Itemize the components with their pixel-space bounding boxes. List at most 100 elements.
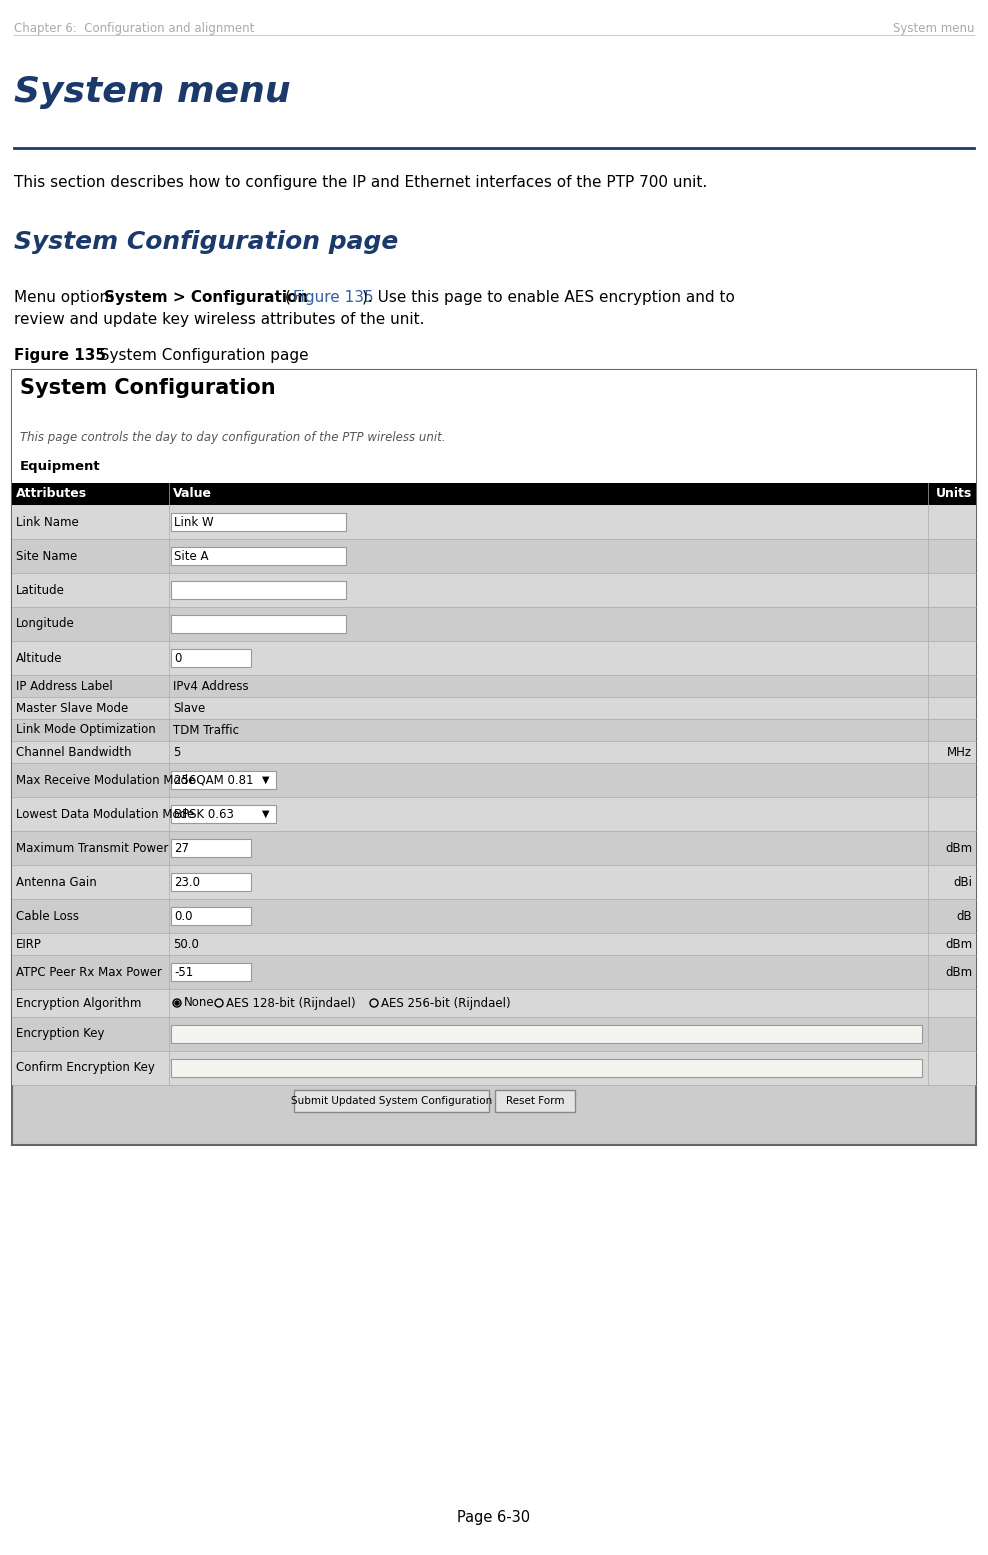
Text: dBi: dBi	[953, 875, 972, 888]
Text: 0: 0	[174, 652, 182, 664]
Text: Slave: Slave	[173, 701, 206, 714]
Bar	[171, 1059, 922, 1078]
Bar	[12, 764, 976, 798]
Text: ▼: ▼	[262, 809, 270, 819]
Text: 23.0: 23.0	[174, 875, 200, 888]
Text: ▼: ▼	[262, 774, 270, 785]
Bar	[12, 718, 976, 742]
Text: ATPC Peer Rx Max Power: ATPC Peer Rx Max Power	[16, 966, 162, 978]
Bar	[294, 1090, 489, 1112]
Text: 5: 5	[173, 745, 181, 759]
Text: dBm: dBm	[945, 966, 972, 978]
Text: dB: dB	[956, 910, 972, 922]
Text: Maximum Transmit Power: Maximum Transmit Power	[16, 841, 168, 855]
Text: dBm: dBm	[945, 841, 972, 855]
Text: Figure 135: Figure 135	[14, 348, 106, 362]
Text: (: (	[285, 289, 290, 305]
Bar	[12, 830, 976, 865]
Bar	[12, 933, 976, 955]
Bar	[12, 697, 976, 718]
Bar	[171, 771, 276, 788]
Text: System > Configuration: System > Configuration	[104, 289, 308, 305]
Text: 0.0: 0.0	[174, 910, 193, 922]
Text: Page 6-30: Page 6-30	[457, 1510, 531, 1525]
Text: Latitude: Latitude	[16, 583, 65, 597]
Bar	[171, 614, 346, 633]
Bar	[171, 513, 346, 530]
Bar	[12, 955, 976, 989]
Bar	[171, 648, 251, 667]
Bar	[12, 742, 976, 764]
Text: System menu: System menu	[14, 75, 290, 109]
Bar	[12, 798, 976, 830]
Text: dBm: dBm	[945, 938, 972, 950]
Bar	[171, 963, 251, 981]
Text: Master Slave Mode: Master Slave Mode	[16, 701, 128, 714]
Text: Attributes: Attributes	[16, 487, 87, 501]
Text: Lowest Data Modulation Mode: Lowest Data Modulation Mode	[16, 807, 195, 821]
Text: System Configuration page: System Configuration page	[90, 348, 308, 362]
Text: 50.0: 50.0	[173, 938, 199, 950]
Bar	[12, 606, 976, 641]
Bar	[171, 907, 251, 925]
Text: Channel Bandwidth: Channel Bandwidth	[16, 745, 131, 759]
Bar	[12, 425, 976, 456]
Text: This section describes how to configure the IP and Ethernet interfaces of the PT: This section describes how to configure …	[14, 176, 707, 190]
Text: review and update key wireless attributes of the unit.: review and update key wireless attribute…	[14, 313, 425, 327]
Text: Altitude: Altitude	[16, 652, 62, 664]
Text: MHz: MHz	[947, 745, 972, 759]
Bar	[12, 456, 976, 484]
Text: Submit Updated System Configuration: Submit Updated System Configuration	[290, 1096, 492, 1106]
Text: Max Receive Modulation Mode: Max Receive Modulation Mode	[16, 773, 196, 787]
Text: Menu option:: Menu option:	[14, 289, 120, 305]
Bar	[12, 540, 976, 572]
Text: BPSK 0.63: BPSK 0.63	[174, 807, 234, 821]
Bar	[12, 484, 976, 505]
Text: Chapter 6:  Configuration and alignment: Chapter 6: Configuration and alignment	[14, 22, 254, 36]
Bar	[171, 1025, 922, 1043]
Text: IP Address Label: IP Address Label	[16, 680, 113, 692]
Text: System menu: System menu	[892, 22, 974, 36]
Bar	[12, 370, 976, 1144]
Text: Link Name: Link Name	[16, 516, 79, 529]
Bar	[12, 865, 976, 899]
Text: ). Use this page to enable AES encryption and to: ). Use this page to enable AES encryptio…	[362, 289, 735, 305]
Text: This page controls the day to day configuration of the PTP wireless unit.: This page controls the day to day config…	[20, 431, 446, 445]
Text: -51: -51	[174, 966, 194, 978]
Bar	[12, 572, 976, 606]
Text: Site A: Site A	[174, 549, 208, 563]
Text: 256QAM 0.81: 256QAM 0.81	[174, 773, 254, 787]
Bar	[495, 1090, 575, 1112]
Text: Link W: Link W	[174, 516, 213, 529]
Text: Antenna Gain: Antenna Gain	[16, 875, 97, 888]
Bar	[171, 547, 346, 564]
Text: EIRP: EIRP	[16, 938, 41, 950]
Text: System Configuration page: System Configuration page	[14, 230, 398, 253]
Bar	[12, 1017, 976, 1051]
Bar	[12, 641, 976, 675]
Circle shape	[175, 1001, 179, 1005]
Text: 27: 27	[174, 841, 189, 855]
Text: Longitude: Longitude	[16, 617, 75, 630]
Text: Equipment: Equipment	[20, 460, 101, 473]
Bar	[12, 899, 976, 933]
Bar	[12, 989, 976, 1017]
Text: Value: Value	[173, 487, 212, 501]
Bar	[171, 840, 251, 857]
Text: IPv4 Address: IPv4 Address	[173, 680, 249, 692]
Bar	[12, 675, 976, 697]
Text: AES 128-bit (Rijndael): AES 128-bit (Rijndael)	[226, 997, 356, 1009]
Text: System Configuration: System Configuration	[20, 378, 276, 398]
Text: Units: Units	[936, 487, 972, 501]
Bar	[12, 370, 976, 425]
Text: Confirm Encryption Key: Confirm Encryption Key	[16, 1062, 155, 1075]
Text: Link Mode Optimization: Link Mode Optimization	[16, 723, 156, 737]
Bar	[12, 1051, 976, 1085]
Bar	[171, 805, 276, 823]
Text: Cable Loss: Cable Loss	[16, 910, 79, 922]
Text: TDM Traffic: TDM Traffic	[173, 723, 239, 737]
Bar	[12, 505, 976, 540]
Text: Encryption Algorithm: Encryption Algorithm	[16, 997, 141, 1009]
Text: AES 256-bit (Rijndael): AES 256-bit (Rijndael)	[381, 997, 511, 1009]
Text: Reset Form: Reset Form	[506, 1096, 564, 1106]
